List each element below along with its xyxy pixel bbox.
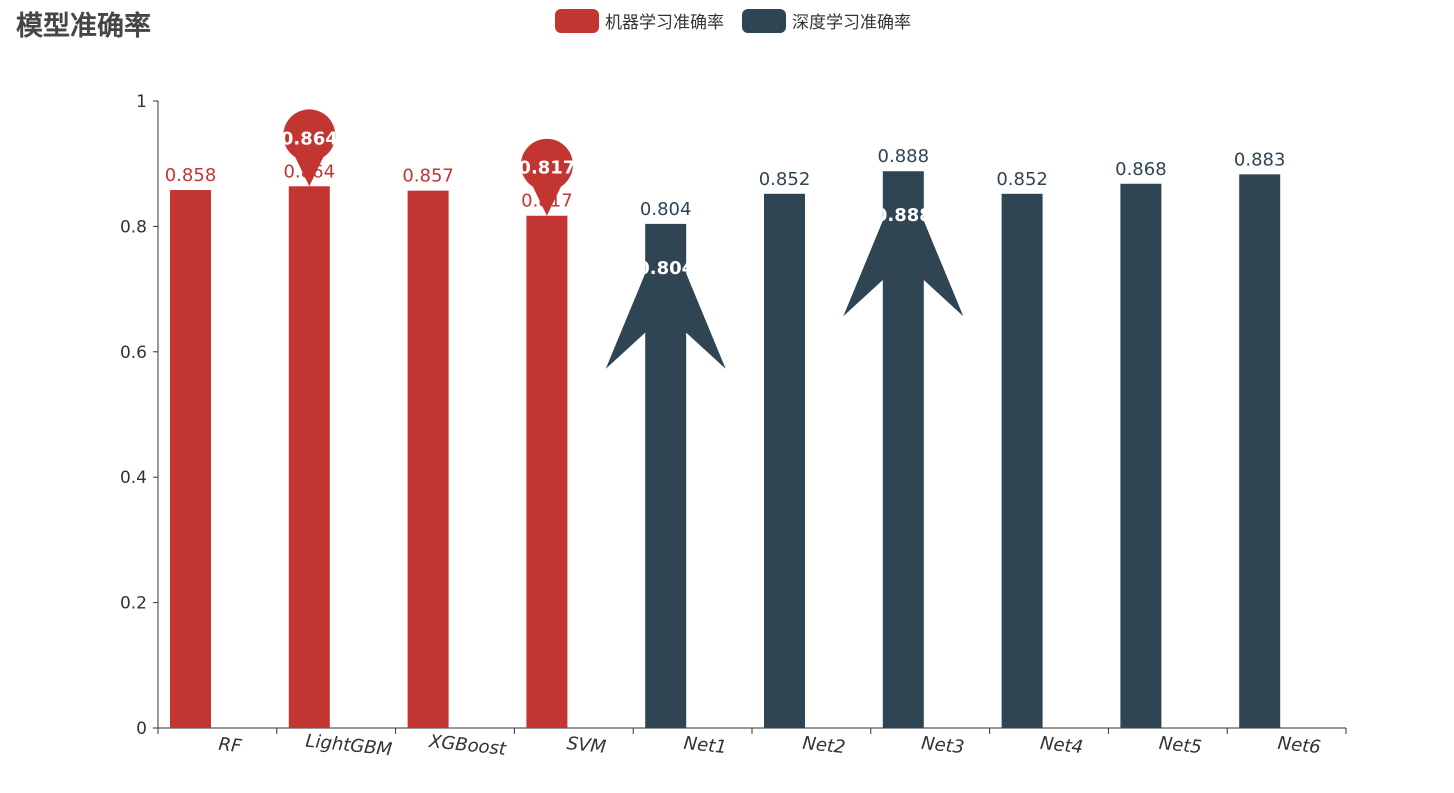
x-tick-label: LightGBM (305, 731, 394, 761)
legend-label-ml: 机器学习准确率 (605, 13, 724, 33)
pin-label-LightGBM: 0.864 (281, 128, 338, 149)
pin-marker-SVM (520, 138, 573, 216)
x-tick-label: SVM (566, 733, 608, 758)
x-tick-label: Net3 (920, 733, 965, 758)
bar-Net4 (1001, 193, 1043, 728)
y-tick-label: 0.6 (120, 343, 147, 363)
arrow-label-Net1: 0.804 (637, 258, 694, 279)
x-tick-label: XGBoost (427, 731, 508, 760)
x-tick-label: Net2 (801, 733, 846, 758)
legend: 机器学习准确率 深度学习准确率 (555, 8, 929, 33)
data-label-Net6: 0.883 (1234, 149, 1286, 170)
bar-RF (170, 190, 211, 728)
legend-item-ml[interactable]: 机器学习准确率 (555, 8, 724, 33)
legend-swatch-ml (555, 8, 599, 33)
x-tick-label: RF (218, 734, 244, 757)
bar-XGBoost (407, 190, 449, 728)
arrow-label-Net3: 0.888 (875, 205, 932, 226)
x-tick-label: Net5 (1158, 733, 1203, 758)
x-tick-label: Net4 (1039, 733, 1084, 758)
x-tick-label: Net1 (683, 733, 728, 758)
arrow-marker-Net3 (843, 171, 964, 317)
y-tick-label: 0 (136, 719, 147, 739)
data-label-RF: 0.858 (165, 165, 217, 186)
x-tick-label: Net6 (1277, 733, 1322, 758)
data-label-Net3: 0.888 (878, 146, 930, 167)
data-label-Net5: 0.868 (1115, 159, 1167, 180)
bar-LightGBM (288, 186, 330, 729)
arrow-marker-Net1 (605, 223, 726, 369)
y-tick-label: 0.8 (120, 217, 147, 237)
data-label-Net1: 0.804 (640, 199, 692, 220)
bar-Net5 (1120, 183, 1162, 728)
bar-Net6 (1239, 174, 1281, 728)
data-label-XGBoost: 0.857 (402, 166, 454, 187)
y-tick-label: 0.2 (120, 594, 147, 614)
legend-label-dl: 深度学习准确率 (792, 13, 911, 33)
bar-Net2 (764, 193, 805, 728)
bar-SVM (526, 215, 568, 729)
y-tick-label: 0.4 (120, 468, 147, 488)
data-label-Net2: 0.852 (759, 169, 811, 190)
chart-title: 模型准确率 (16, 11, 151, 42)
data-label-Net4: 0.852 (996, 169, 1048, 190)
pin-marker-LightGBM (283, 109, 336, 187)
legend-swatch-dl (742, 8, 786, 33)
pin-label-SVM: 0.817 (518, 158, 575, 179)
y-tick-label: 1 (136, 92, 147, 112)
legend-item-dl[interactable]: 深度学习准确率 (742, 8, 911, 33)
